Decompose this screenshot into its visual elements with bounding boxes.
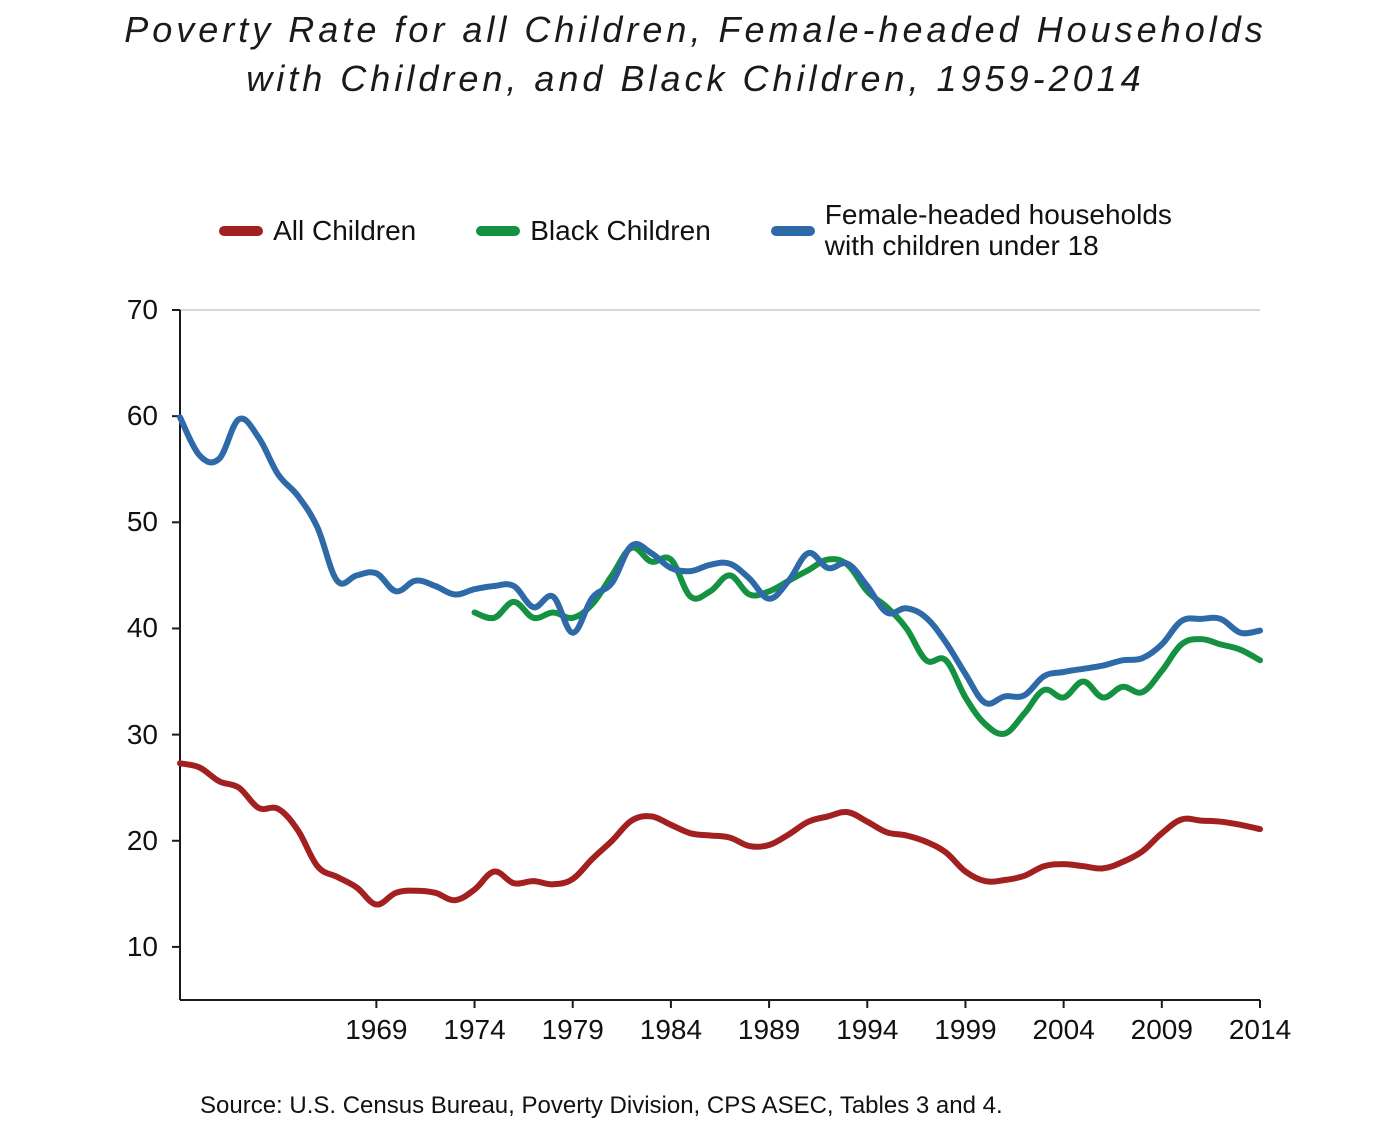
legend-swatch-female-headed (771, 226, 815, 236)
y-tick-label: 50 (110, 506, 158, 538)
y-tick-label: 20 (110, 825, 158, 857)
legend-label-female-headed-l1: Female-headed households (825, 199, 1172, 230)
series-line-1 (475, 548, 1260, 735)
legend-label-all-children: All Children (273, 215, 416, 247)
y-tick-label: 60 (110, 400, 158, 432)
x-tick-label: 1984 (640, 1014, 702, 1046)
x-tick-label: 1979 (542, 1014, 604, 1046)
legend-label-female-headed-l2: with children under 18 (825, 230, 1099, 261)
legend-label-female-headed: Female-headed households with children u… (825, 200, 1172, 262)
x-tick-label: 2014 (1229, 1014, 1291, 1046)
chart-title: Poverty Rate for all Children, Female-he… (0, 6, 1391, 103)
legend-item-all-children: All Children (219, 200, 416, 262)
title-line-1: Poverty Rate for all Children, Female-he… (124, 9, 1266, 50)
y-tick-label: 10 (110, 931, 158, 963)
source-citation: Source: U.S. Census Bureau, Poverty Divi… (200, 1092, 1003, 1120)
series-line-0 (180, 763, 1260, 904)
legend-item-black-children: Black Children (476, 200, 711, 262)
x-tick-label: 1999 (934, 1014, 996, 1046)
line-chart (170, 300, 1270, 1020)
x-tick-label: 1969 (345, 1014, 407, 1046)
x-tick-label: 1989 (738, 1014, 800, 1046)
legend-item-female-headed: Female-headed households with children u… (771, 200, 1172, 262)
legend-swatch-all-children (219, 226, 263, 236)
y-tick-label: 30 (110, 719, 158, 751)
legend-label-black-children: Black Children (530, 215, 711, 247)
y-tick-label: 40 (110, 612, 158, 644)
legend: All Children Black Children Female-heade… (0, 200, 1391, 262)
x-tick-label: 2009 (1131, 1014, 1193, 1046)
title-line-2: with Children, and Black Children, 1959-… (246, 58, 1144, 99)
legend-swatch-black-children (476, 226, 520, 236)
x-tick-label: 1974 (443, 1014, 505, 1046)
y-tick-label: 70 (110, 294, 158, 326)
chart-page: Poverty Rate for all Children, Female-he… (0, 0, 1391, 1148)
x-tick-label: 1994 (836, 1014, 898, 1046)
series-line-2 (180, 417, 1260, 704)
x-tick-label: 2004 (1032, 1014, 1094, 1046)
